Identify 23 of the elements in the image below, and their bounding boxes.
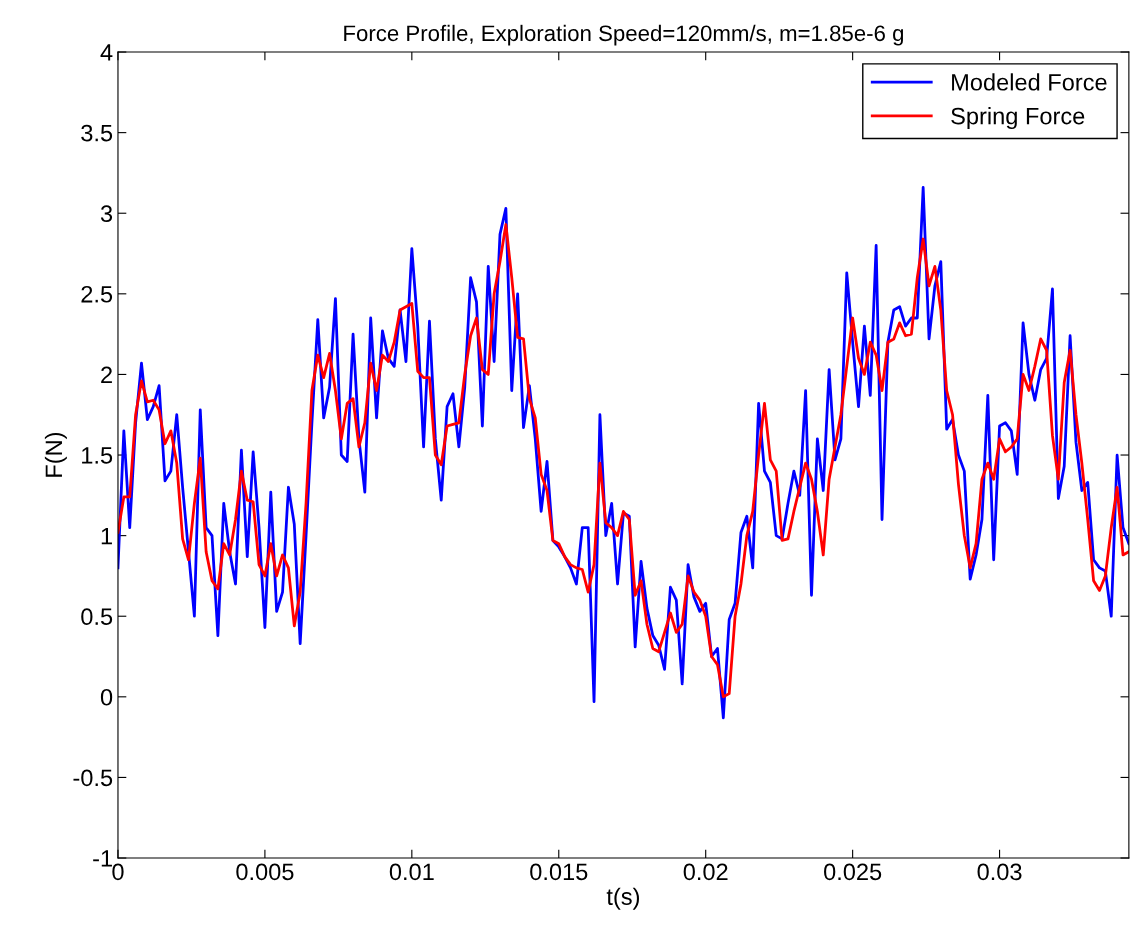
- y-tick-label: 3.5: [81, 124, 113, 142]
- chart-title: Force Profile, Exploration Speed=120mm/s, m=1.85e-6 g: [344, 24, 904, 46]
- y-tick-label: 4: [100, 44, 113, 61]
- x-tick-label: 0.01: [389, 863, 434, 881]
- x-axis-title: t(s): [606, 887, 639, 910]
- y-tick-label: -1: [93, 850, 112, 867]
- y-tick-label: 2: [101, 366, 112, 383]
- y-tick-label: -0.5: [73, 769, 113, 787]
- y-tick-label: 0.5: [81, 608, 113, 626]
- x-tick-label: 0.02: [683, 863, 728, 881]
- legend-label: Spring Force: [951, 107, 1085, 130]
- x-tick-label: 0.025: [824, 863, 882, 881]
- y-tick-label: 1: [101, 527, 112, 545]
- legend-label: Modeled Force: [952, 73, 1107, 91]
- y-tick-label: 3: [100, 205, 113, 223]
- x-tick-label: 0.015: [530, 863, 588, 881]
- x-tick-label: 0.03: [977, 863, 1022, 881]
- y-axis-title: F(N): [44, 432, 67, 477]
- x-tick-label: 0: [112, 863, 124, 881]
- y-tick-label: 2.5: [81, 285, 113, 303]
- x-tick-label: 0.005: [236, 863, 294, 881]
- y-tick-label: 1.5: [82, 447, 113, 464]
- y-tick-label: 0: [100, 688, 113, 706]
